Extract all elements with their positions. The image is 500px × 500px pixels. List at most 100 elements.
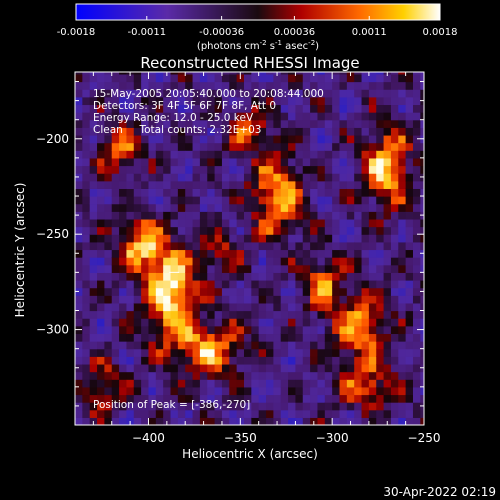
heatmap-cell [280,157,289,167]
heatmap-cell [251,218,260,228]
heatmap-cell [310,226,319,235]
heatmap-cell [405,73,414,83]
heatmap-cell [236,157,245,167]
heatmap-cell [258,226,267,235]
heatmap-cell [97,72,105,75]
heatmap-cell [317,234,326,243]
heatmap-cell [111,173,120,182]
heatmap-cell [170,157,179,167]
heatmap-cell [75,341,83,350]
heatmap-cell [89,188,98,197]
heatmap-cell [398,150,407,159]
heatmap-cell [185,241,194,251]
heatmap-cell [236,295,245,304]
heatmap-cell [280,333,289,342]
heatmap-cell [390,310,399,319]
heatmap-cell [192,325,201,335]
heatmap-cell [376,203,385,212]
heatmap-cell [170,104,179,113]
heatmap-cell [302,73,311,83]
heatmap-cell [111,211,120,220]
heatmap-cell [141,371,150,380]
heatmap-cell [390,173,399,182]
heatmap-cell [420,348,424,357]
heatmap-cell [207,173,216,182]
heatmap-cell [332,333,341,342]
heatmap-cell [288,89,297,98]
heatmap-cell [317,165,326,174]
heatmap-cell [332,295,341,304]
heatmap-cell [163,348,172,357]
heatmap-cell [295,81,304,90]
heatmap-cell [192,272,201,281]
heatmap-cell [273,363,282,373]
heatmap-cell [75,264,83,273]
heatmap-cell [163,287,172,296]
heatmap-cell [155,386,164,396]
heatmap-cell [361,417,370,425]
heatmap-cell [390,318,399,327]
heatmap-cell [383,325,392,335]
heatmap-cell [346,73,355,83]
heatmap-cell [214,218,223,228]
heatmap-cell [354,356,363,365]
heatmap-cell [405,112,414,121]
heatmap-cell [221,348,230,357]
heatmap-cell [163,249,172,258]
heatmap-cell [111,356,120,365]
heatmap-cell [302,257,311,266]
heatmap-cell [221,356,230,365]
heatmap-cell [273,295,282,304]
heatmap-cell [104,279,113,289]
heatmap-cell [251,173,260,182]
heatmap-cell [295,379,304,388]
heatmap-cell [295,417,304,425]
heatmap-cell [361,409,370,418]
heatmap-cell [111,394,120,403]
heatmap-cell [133,211,142,220]
heatmap-cell [207,196,216,205]
peak-position-label: Position of Peak = [-386,-270] [93,399,250,411]
heatmap-cell [177,379,186,388]
heatmap-cell [89,104,98,113]
heatmap-cell [383,402,392,411]
heatmap-cell [192,211,201,220]
heatmap-cell [346,134,355,144]
heatmap-cell [390,72,399,75]
heatmap-cell [288,264,297,273]
heatmap-cell [199,379,208,388]
heatmap-cell [170,348,179,357]
heatmap-cell [163,203,172,212]
heatmap-cell [243,81,252,90]
heatmap-cell [354,134,363,144]
heatmap-cell [361,173,370,182]
heatmap-cell [177,119,186,128]
heatmap-cell [295,279,304,289]
heatmap-cell [405,257,414,266]
heatmap-cell [141,325,150,335]
heatmap-cell [324,264,333,273]
heatmap-cell [412,417,421,425]
heatmap-cell [354,142,363,151]
heatmap-cell [221,188,230,197]
heatmap-cell [288,157,297,167]
heatmap-cell [119,287,128,296]
heatmap-cell [221,218,230,228]
heatmap-cell [339,409,348,418]
colorbar-tick-label: 0.00036 [274,27,315,38]
x-axis-label: Heliocentric X (arcsec) [182,447,318,461]
heatmap-cell [177,89,186,98]
heatmap-cell [214,112,223,121]
heatmap-cell [148,89,157,98]
heatmap-cell [119,234,128,243]
heatmap-cell [339,72,348,75]
heatmap-cell [111,226,120,235]
colorbar-tick-label: 0.0011 [352,27,387,38]
heatmap-cell [346,96,355,106]
heatmap-cell [177,165,186,174]
heatmap-cell [163,89,172,98]
heatmap-cell [236,386,245,396]
heatmap-cell [390,402,399,411]
heatmap-cell [177,287,186,296]
heatmap-cell [332,272,341,281]
